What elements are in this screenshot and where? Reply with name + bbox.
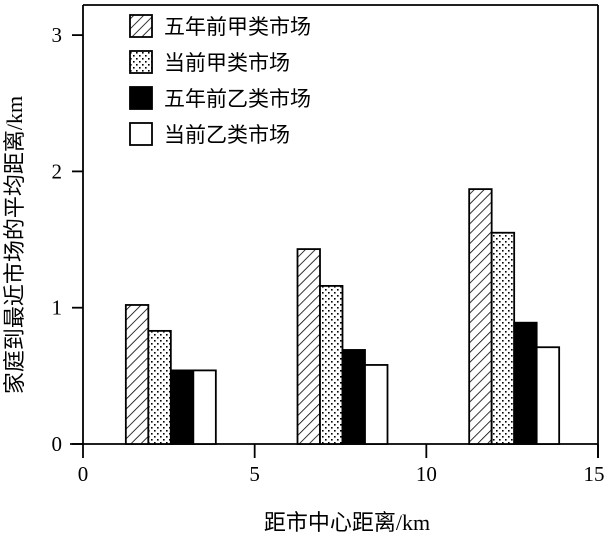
legend-label: 当前甲类市场 — [164, 51, 290, 75]
bar-3-group-1 — [169, 369, 195, 445]
bar-2-group-2 — [319, 284, 344, 445]
y-tick-label: 1 — [52, 296, 63, 320]
bar-1-group-2 — [296, 248, 321, 445]
legend-label: 五年前甲类市场 — [164, 15, 311, 39]
y-axis-title: 家庭到最近市场的平均距离/km — [2, 96, 27, 394]
legend-swatch-dots — [129, 50, 153, 74]
x-tick-label: 5 — [249, 462, 260, 486]
x-axis-title: 距市中心距离/km — [264, 510, 430, 535]
bar-4-group-1 — [192, 369, 217, 445]
y-axis-ticks: 0 1 2 3 — [52, 23, 83, 456]
bar-3-group-3 — [513, 321, 538, 445]
bar-4-group-3 — [535, 346, 561, 445]
legend-swatch-solid-black — [129, 86, 153, 110]
bar-1-group-3 — [468, 188, 493, 445]
bar-1-group-1 — [124, 304, 150, 445]
x-tick-label: 10 — [416, 462, 437, 486]
y-tick-label: 3 — [52, 23, 63, 47]
y-tick-label: 2 — [52, 159, 63, 183]
x-tick-label: 0 — [78, 462, 89, 486]
x-axis-ticks: 0 5 10 15 — [78, 444, 605, 486]
legend-label: 五年前乙类市场 — [164, 87, 311, 111]
bar-4-group-2 — [364, 364, 389, 445]
bar-2-group-3 — [490, 231, 516, 445]
x-tick-label: 15 — [584, 462, 605, 486]
bar-3-group-2 — [341, 349, 366, 445]
legend-swatch-diagonal-hatch — [129, 14, 153, 38]
y-tick-label: 0 — [52, 432, 63, 456]
legend-label: 当前乙类市场 — [164, 123, 290, 147]
bars-group — [124, 188, 561, 445]
legend-swatch-white — [129, 122, 153, 146]
bar-2-group-1 — [147, 329, 172, 445]
